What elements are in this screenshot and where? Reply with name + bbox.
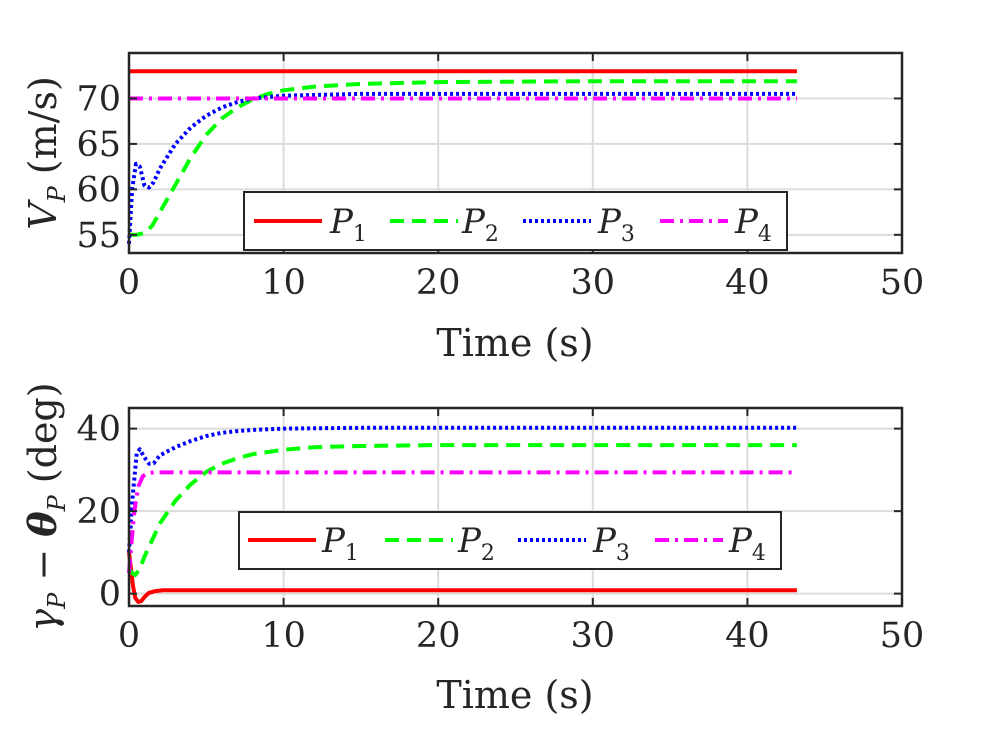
bottom-ytick-label: 0 [99, 575, 121, 615]
bottom-ticks: 0 10 20 30 40 50 0 20 40 [76, 408, 924, 656]
bottom-xtick-label: 20 [416, 616, 461, 656]
bottom-xlabel: Time (s) [436, 673, 593, 717]
top-ytick-label: 70 [76, 79, 121, 119]
bottom-series [127, 425, 797, 604]
bottom-series-p3 [127, 425, 797, 553]
top-series [127, 69, 797, 245]
bottom-series-p4 [127, 470, 797, 574]
top-series-p2 [129, 79, 797, 237]
bottom-xtick-label: 30 [571, 616, 616, 656]
top-xtick-label: 0 [118, 263, 140, 303]
top-ytick-label: 55 [76, 216, 121, 256]
top-xtick-label: 40 [725, 263, 770, 303]
bottom-series-p1 [127, 552, 797, 604]
bottom-legend-label-p1: P1 [321, 521, 359, 566]
top-legend: P1 P2 P3 P4 [243, 191, 788, 251]
top-xtick-label: 30 [571, 263, 616, 303]
bottom-legend-label-p3: P3 [592, 521, 630, 566]
bottom-xtick-label: 40 [725, 616, 770, 656]
bottom-axes-box [127, 406, 904, 608]
top-ylabel: VP(m/s) [21, 76, 71, 230]
bottom-ytick-label: 40 [76, 410, 121, 450]
top-ticks: 0 10 20 30 40 50 55 60 65 70 [76, 53, 924, 303]
bottom-grid [129, 408, 902, 606]
bottom-xtick-label: 10 [261, 616, 306, 656]
top-legend-box [243, 191, 788, 251]
bottom-legend-label-p4: P4 [728, 521, 766, 566]
top-ytick-label: 60 [76, 170, 121, 210]
bottom-xtick-label: 50 [880, 616, 925, 656]
top-xtick-label: 50 [880, 263, 925, 303]
top-legend-label-p2: P2 [461, 202, 499, 247]
top-legend-label-p1: P1 [329, 202, 367, 247]
bottom-xtick-label: 0 [118, 616, 140, 656]
top-xtick-label: 20 [416, 263, 461, 303]
bottom-legend-label-p2: P2 [457, 521, 495, 566]
top-chart: 0 10 20 30 40 50 55 60 65 70 Time (s) VP(m/s) P1 … [21, 51, 924, 365]
bottom-chart: 0 10 20 30 40 50 0 20 40 Time (s) γP − θP(deg) P… [20, 382, 924, 717]
top-ytick-label: 65 [76, 125, 121, 165]
top-legend-label-p4: P4 [734, 202, 772, 247]
top-legend-label-p3: P3 [597, 202, 635, 247]
top-series-p3 [127, 91, 797, 245]
top-xlabel: Time (s) [436, 321, 593, 365]
bottom-ytick-label: 20 [76, 492, 121, 532]
bottom-legend: P1 P2 P3 P4 [238, 511, 782, 570]
bottom-legend-box [238, 511, 782, 570]
bottom-ylabel: γP − θP(deg) [20, 382, 71, 631]
top-axes-box [127, 51, 904, 255]
top-xtick-label: 10 [261, 263, 306, 303]
